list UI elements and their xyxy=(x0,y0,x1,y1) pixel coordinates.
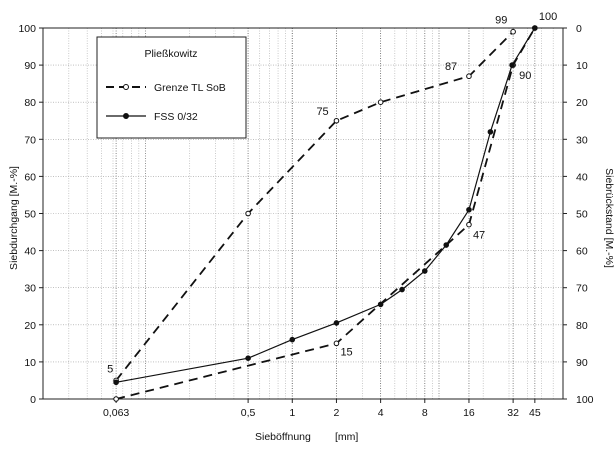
x-tick-label: 4 xyxy=(378,407,384,419)
x-tick-label: 45 xyxy=(529,407,541,419)
data-point-fss xyxy=(532,25,538,31)
y-tick-label: 50 xyxy=(24,209,36,221)
data-label: 47 xyxy=(473,230,485,242)
data-point-grenze xyxy=(466,221,472,228)
data-point-fss xyxy=(113,379,119,386)
data-point-fss xyxy=(443,242,450,248)
data-point-fss xyxy=(487,129,494,135)
y2-axis-title: Siebrückstand [M.-%] xyxy=(603,168,615,268)
legend-marker-fss xyxy=(123,113,129,119)
y2-tick-label: 60 xyxy=(576,246,588,258)
y-tick-label: 30 xyxy=(24,283,36,295)
data-point-grenze xyxy=(377,99,384,105)
y-tick-label: 0 xyxy=(30,394,36,406)
x-tick-label: 0,063 xyxy=(103,407,129,419)
y2-tick-label: 90 xyxy=(576,357,588,369)
data-point-fss xyxy=(421,268,428,274)
data-point-grenze xyxy=(510,28,516,35)
y2-tick-label: 50 xyxy=(576,209,588,221)
y-tick-label: 60 xyxy=(24,171,36,183)
data-point-grenze xyxy=(245,210,251,217)
legend-label-fss: FSS 0/32 xyxy=(154,111,198,123)
legend: Pließkowitz Grenze TL SoB FSS 0/32 xyxy=(96,36,247,139)
y-tick-label: 100 xyxy=(18,23,36,35)
y-tick-label: 20 xyxy=(24,320,36,332)
grid xyxy=(43,28,563,399)
data-label: 15 xyxy=(340,346,352,358)
x-axis-title: Sieböffnung xyxy=(255,431,311,443)
y2-tick-label: 30 xyxy=(576,134,588,146)
data-point-fss xyxy=(289,336,296,343)
y-tick-label: 80 xyxy=(24,97,36,109)
series-line-grenze-tl-sob-0 xyxy=(115,31,514,381)
y2-tick-label: 70 xyxy=(576,283,588,295)
data-label: 75 xyxy=(316,106,328,118)
data-label: 87 xyxy=(445,61,457,73)
legend-title: Pließkowitz xyxy=(144,48,197,60)
annotations: 5 75 15 87 47 99 100 90 xyxy=(107,11,557,375)
x-tick-label: 1 xyxy=(289,407,295,419)
y-tick-label: 90 xyxy=(24,60,36,72)
y-tick-label: 70 xyxy=(24,134,36,146)
x-tick-label: 2 xyxy=(334,407,340,419)
y-tick-label: 10 xyxy=(24,357,36,369)
y2-tick-label: 0 xyxy=(576,23,582,35)
legend-label-grenze: Grenze TL SoB xyxy=(154,82,226,94)
x-axis-ticks: 0,063 0,5 1 2 4 8 16 32 45 xyxy=(103,399,541,419)
data-point-fss xyxy=(245,355,251,361)
data-point-fss xyxy=(399,286,405,293)
data-point-fss xyxy=(509,62,515,68)
x-axis-unit: [mm] xyxy=(335,431,358,443)
data-point-grenze xyxy=(466,73,472,80)
data-label: 90 xyxy=(519,70,531,82)
legend-marker-grenze xyxy=(123,84,129,90)
data-point-fss xyxy=(466,206,472,213)
data-point-fss xyxy=(333,320,340,326)
series-layer xyxy=(113,25,538,402)
y-tick-label: 40 xyxy=(24,246,36,258)
series-line-fss-0-32 xyxy=(115,27,536,383)
y2-tick-label: 10 xyxy=(576,60,588,72)
x-tick-label: 16 xyxy=(463,407,475,419)
data-label: 5 xyxy=(107,363,113,375)
x-tick-label: 0,5 xyxy=(241,407,256,419)
y2-tick-label: 40 xyxy=(576,171,588,183)
data-label: 100 xyxy=(539,11,557,23)
y-axis-title: Siebdurchgang [M.-%] xyxy=(8,166,20,270)
y-axis-ticks: 0 10 20 30 40 50 60 70 80 90 100 xyxy=(18,23,43,406)
data-point-grenze xyxy=(113,396,119,402)
data-point-fss xyxy=(377,301,384,308)
x-tick-label: 8 xyxy=(422,407,428,419)
y2-tick-label: 20 xyxy=(576,97,588,109)
y2-tick-label: 100 xyxy=(576,394,594,406)
data-point-grenze xyxy=(333,117,340,124)
x-tick-label: 32 xyxy=(507,407,519,419)
data-label: 99 xyxy=(495,15,507,27)
y2-tick-label: 80 xyxy=(576,320,588,332)
data-point-grenze xyxy=(333,340,340,347)
